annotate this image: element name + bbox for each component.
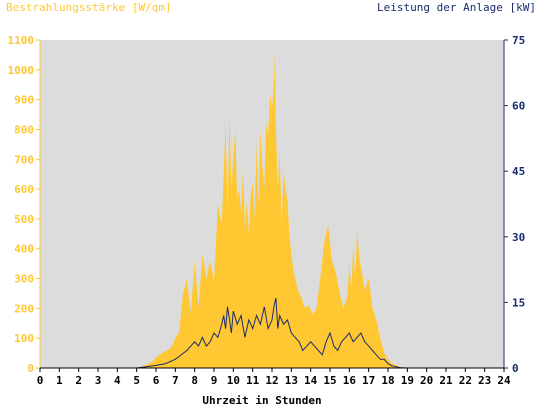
left-tick-label: 0 [27,362,34,375]
left-axis-title: Bestrahlungsstärke [W/qm] [6,1,172,14]
x-tick-label: 0 [37,374,44,387]
left-tick-label: 300 [14,273,34,286]
right-tick-label: 15 [512,296,525,309]
x-tick-label: 18 [381,374,394,387]
x-tick-label: 14 [304,374,318,387]
x-axis-title: Uhrzeit in Stunden [202,394,321,407]
right-tick-label: 45 [512,165,525,178]
x-tick-label: 16 [343,374,357,387]
x-tick-label: 24 [497,374,511,387]
x-tick-label: 3 [95,374,102,387]
x-tick-label: 7 [172,374,179,387]
x-tick-label: 22 [459,374,472,387]
x-tick-label: 23 [478,374,491,387]
x-tick-label: 13 [285,374,298,387]
axes-layer: 0100200300400500600700800900100011000153… [8,34,526,387]
series-layer [40,51,504,369]
x-tick-label: 6 [153,374,160,387]
x-tick-label: 8 [191,374,198,387]
right-tick-label: 60 [512,100,525,113]
x-tick-label: 5 [133,374,140,387]
x-tick-label: 4 [114,374,121,387]
left-tick-label: 400 [14,243,34,256]
right-tick-label: 30 [512,231,525,244]
left-tick-label: 1100 [8,34,35,47]
x-tick-label: 12 [265,374,278,387]
x-tick-label: 2 [75,374,82,387]
left-tick-label: 500 [14,213,34,226]
left-tick-label: 600 [14,183,34,196]
irradiance-area [40,51,504,369]
right-tick-label: 0 [512,362,519,375]
x-tick-label: 20 [420,374,433,387]
left-tick-label: 1000 [8,64,35,77]
right-axis-title: Leistung der Anlage [kW] [377,1,536,14]
x-tick-label: 19 [401,374,414,387]
x-tick-label: 15 [323,374,336,387]
left-tick-label: 800 [14,123,34,136]
left-tick-label: 200 [14,302,34,315]
x-tick-label: 17 [362,374,375,387]
x-tick-label: 9 [211,374,218,387]
power-line [40,297,504,369]
x-tick-label: 1 [56,374,63,387]
right-tick-label: 75 [512,34,525,47]
left-tick-label: 700 [14,153,34,166]
x-tick-label: 10 [227,374,240,387]
x-tick-label: 21 [439,374,453,387]
left-tick-label: 100 [14,332,34,345]
left-tick-label: 900 [14,94,34,107]
x-tick-label: 11 [246,374,260,387]
